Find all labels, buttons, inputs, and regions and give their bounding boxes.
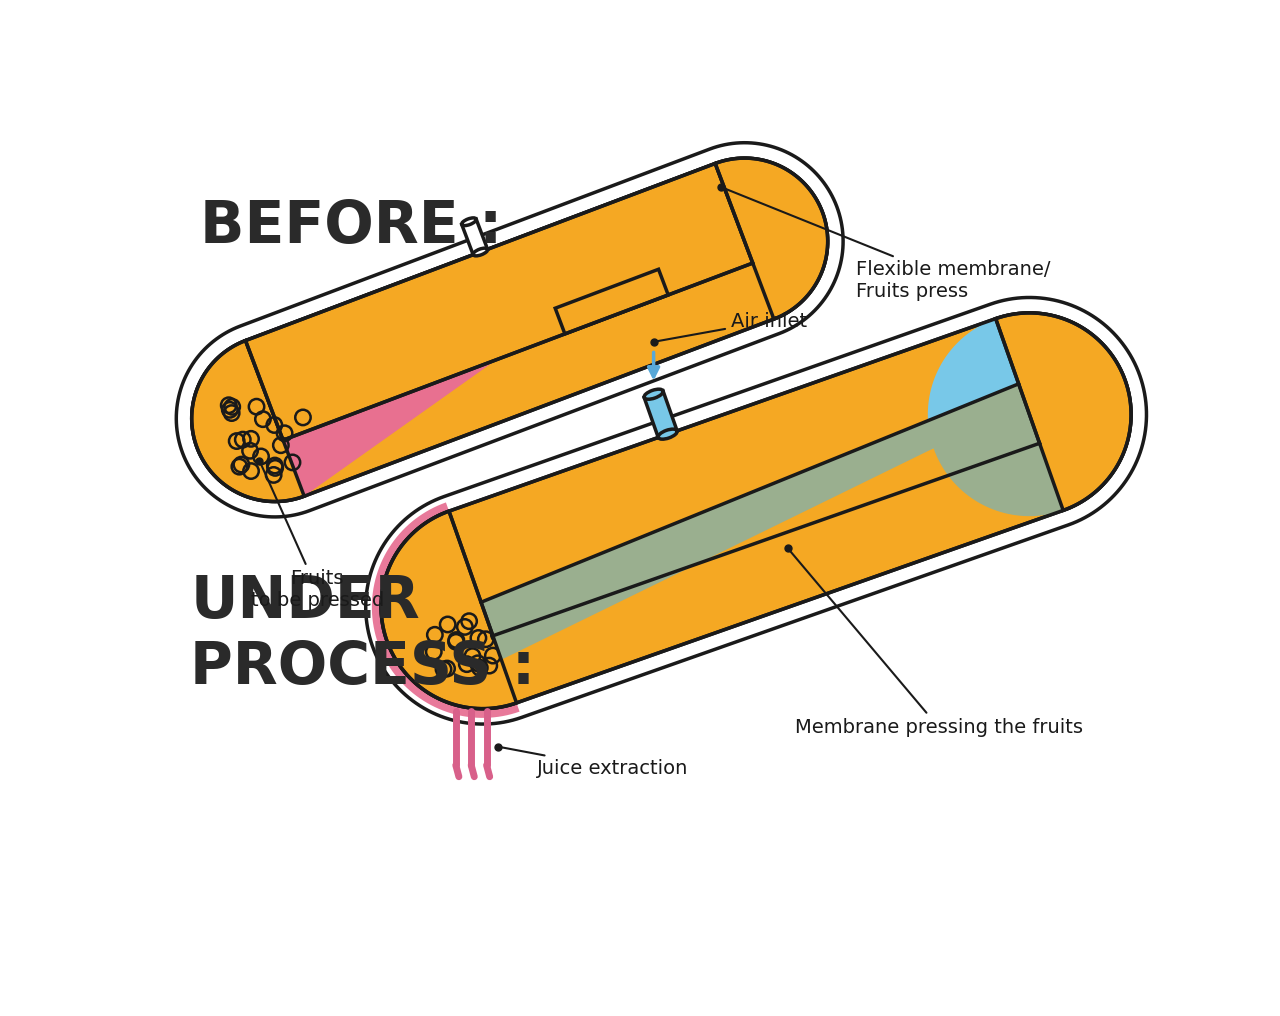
Text: Fruits
to be pressed: Fruits to be pressed <box>251 463 384 611</box>
Ellipse shape <box>658 429 677 439</box>
Polygon shape <box>481 381 1132 659</box>
Text: Juice extraction: Juice extraction <box>500 747 689 777</box>
Polygon shape <box>381 511 517 708</box>
Polygon shape <box>192 340 305 502</box>
Polygon shape <box>192 316 558 502</box>
Polygon shape <box>462 219 488 255</box>
Polygon shape <box>996 313 1132 510</box>
Text: Air inlet: Air inlet <box>657 312 806 341</box>
Polygon shape <box>556 269 668 334</box>
Text: Membrane pressing the fruits: Membrane pressing the fruits <box>790 551 1083 737</box>
Ellipse shape <box>462 217 476 226</box>
Text: BEFORE :: BEFORE : <box>200 198 503 255</box>
Text: UNDER
PROCESS :: UNDER PROCESS : <box>191 573 535 696</box>
Ellipse shape <box>644 389 663 399</box>
Polygon shape <box>192 158 828 502</box>
Polygon shape <box>177 142 844 517</box>
Polygon shape <box>387 319 1019 708</box>
Polygon shape <box>381 313 1132 708</box>
Polygon shape <box>644 391 677 438</box>
Polygon shape <box>366 298 1147 724</box>
Polygon shape <box>372 503 520 718</box>
Ellipse shape <box>474 248 488 256</box>
Polygon shape <box>716 158 828 319</box>
Text: Flexible membrane/
Fruits press: Flexible membrane/ Fruits press <box>723 188 1051 301</box>
Polygon shape <box>246 164 753 440</box>
